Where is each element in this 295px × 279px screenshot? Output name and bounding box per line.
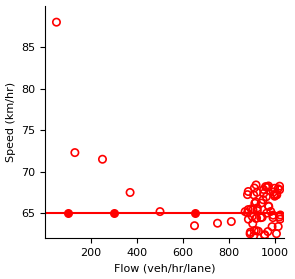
Point	[259, 201, 264, 205]
Point	[54, 20, 59, 24]
Point	[128, 190, 132, 195]
Point	[73, 150, 77, 155]
Point	[258, 215, 263, 220]
Point	[245, 211, 250, 215]
Point	[262, 233, 267, 238]
Point	[248, 230, 253, 234]
Point	[266, 204, 271, 208]
Point	[158, 209, 162, 214]
Point	[251, 193, 256, 197]
Point	[264, 185, 269, 189]
Point	[253, 201, 257, 206]
Point	[246, 217, 251, 222]
Point	[254, 183, 258, 187]
Point	[271, 215, 275, 220]
Point	[263, 184, 268, 189]
Point	[250, 208, 255, 212]
X-axis label: Flow (veh/hr/lane): Flow (veh/hr/lane)	[114, 263, 215, 273]
Point	[251, 234, 256, 238]
Point	[112, 211, 116, 215]
Point	[278, 213, 283, 217]
Point	[266, 229, 270, 234]
Point	[254, 229, 259, 233]
Point	[277, 215, 282, 219]
Point	[65, 211, 70, 215]
Point	[192, 223, 197, 228]
Point	[192, 211, 197, 215]
Point	[250, 214, 255, 219]
Point	[262, 232, 267, 237]
Point	[274, 232, 279, 236]
Point	[272, 186, 277, 191]
Point	[265, 185, 270, 189]
Point	[255, 208, 260, 213]
Point	[255, 206, 260, 210]
Point	[255, 190, 259, 194]
Point	[277, 184, 282, 188]
Point	[272, 194, 277, 198]
Point	[245, 193, 250, 197]
Point	[274, 192, 279, 196]
Point	[270, 224, 274, 229]
Point	[277, 187, 282, 192]
Point	[252, 186, 257, 190]
Point	[271, 213, 276, 217]
Point	[268, 209, 273, 214]
Point	[276, 186, 281, 191]
Point	[274, 193, 279, 197]
Point	[271, 190, 276, 194]
Point	[276, 224, 281, 229]
Point	[229, 219, 234, 224]
Point	[250, 222, 255, 226]
Point	[260, 215, 265, 220]
Point	[243, 209, 248, 214]
Point	[253, 200, 258, 204]
Point	[266, 184, 271, 188]
Point	[272, 192, 276, 197]
Point	[266, 204, 271, 209]
Point	[278, 217, 283, 221]
Point	[261, 191, 266, 196]
Point	[254, 216, 259, 220]
Point	[252, 229, 257, 233]
Point	[256, 229, 261, 234]
Point	[249, 207, 253, 211]
Point	[261, 187, 266, 192]
Point	[253, 216, 258, 221]
Point	[246, 189, 250, 194]
Point	[248, 232, 253, 236]
Y-axis label: Speed (km/hr): Speed (km/hr)	[6, 82, 16, 162]
Point	[261, 198, 266, 202]
Point	[246, 207, 250, 212]
Point	[215, 221, 220, 225]
Point	[100, 157, 105, 162]
Point	[264, 194, 269, 199]
Point	[264, 211, 269, 215]
